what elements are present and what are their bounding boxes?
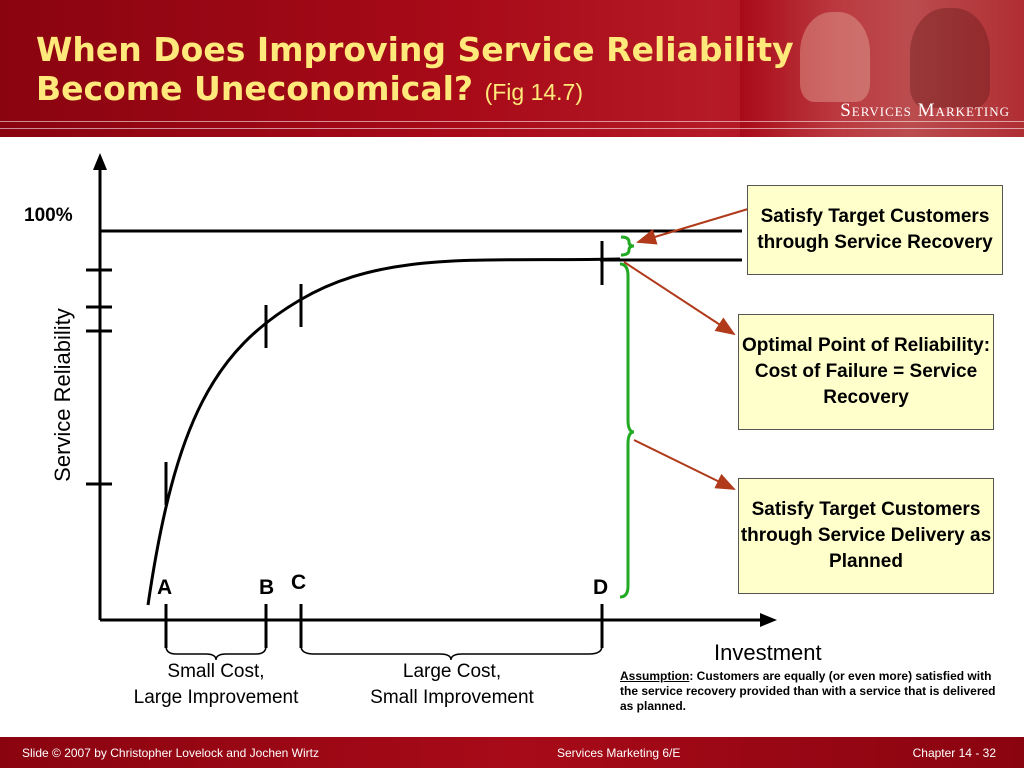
reliability-curve xyxy=(146,257,621,606)
header-photo xyxy=(740,0,1024,137)
slide-title: When Does Improving Service Reliability … xyxy=(36,30,794,112)
photo-person-right xyxy=(910,8,990,108)
caption-large-cost: Large Cost, Small Improvement xyxy=(335,659,569,711)
arrow-to-delivery xyxy=(633,439,736,490)
assumption-text: : Customers are equally (or even more) s… xyxy=(620,669,996,713)
caption-small-cost-line1: Small Cost, xyxy=(167,661,265,682)
box-optimal-point: Optimal Point of Reliability: Cost of Fa… xyxy=(738,314,994,430)
brace-small-cost xyxy=(165,645,267,661)
point-label-d: D xyxy=(593,576,609,599)
assumption-note: Assumption: Customers are equally (or ev… xyxy=(620,669,1000,714)
box-service-recovery: Satisfy Target Customers through Service… xyxy=(747,185,1003,275)
slide-footer: Slide © 2007 by Christopher Lovelock and… xyxy=(0,737,1024,768)
y-axis-label: Service Reliability xyxy=(50,308,75,482)
point-label-b: B xyxy=(259,576,275,599)
caption-large-cost-line1: Large Cost, xyxy=(402,661,502,682)
footer-copyright: Slide © 2007 by Christopher Lovelock and… xyxy=(22,746,319,760)
header-rule-top xyxy=(0,121,1024,122)
footer-chapter-slide: Chapter 14 - 32 xyxy=(912,746,996,760)
hundred-percent-label: 100% xyxy=(24,205,73,226)
photo-person-left xyxy=(800,12,870,102)
green-brace-delivery xyxy=(619,262,635,599)
caption-large-cost-line2: Small Improvement xyxy=(370,687,534,708)
slide-header: When Does Improving Service Reliability … xyxy=(0,0,1024,137)
box-service-delivery-text: Satisfy Target Customers through Service… xyxy=(740,499,992,572)
assumption-title: Assumption xyxy=(620,669,690,683)
arrow-to-optimal xyxy=(623,261,736,336)
title-line-2: Become Uneconomical? xyxy=(36,69,474,108)
brace-large-cost xyxy=(300,645,603,661)
brand-label: Services Marketing xyxy=(840,100,1010,121)
title-figure-ref: (Fig 14.7) xyxy=(484,79,584,105)
caption-small-cost: Small Cost, Large Improvement xyxy=(100,659,332,711)
y-axis-arrowhead xyxy=(93,153,107,170)
caption-small-cost-line2: Large Improvement xyxy=(133,687,299,708)
arrow-to-recovery xyxy=(636,208,749,245)
point-label-c: C xyxy=(291,571,307,594)
footer-book-title: Services Marketing 6/E xyxy=(557,746,681,760)
point-label-a: A xyxy=(157,576,173,599)
header-rule-bottom xyxy=(0,128,1024,129)
box-service-recovery-text: Satisfy Target Customers through Service… xyxy=(757,206,993,253)
box-service-delivery: Satisfy Target Customers through Service… xyxy=(738,478,994,594)
x-axis-arrowhead xyxy=(760,613,777,627)
title-line-1: When Does Improving Service Reliability xyxy=(36,30,794,69)
box-optimal-point-text: Optimal Point of Reliability: Cost of Fa… xyxy=(741,335,991,408)
x-axis-label: Investment xyxy=(714,640,822,665)
green-brace-recovery xyxy=(620,235,635,257)
